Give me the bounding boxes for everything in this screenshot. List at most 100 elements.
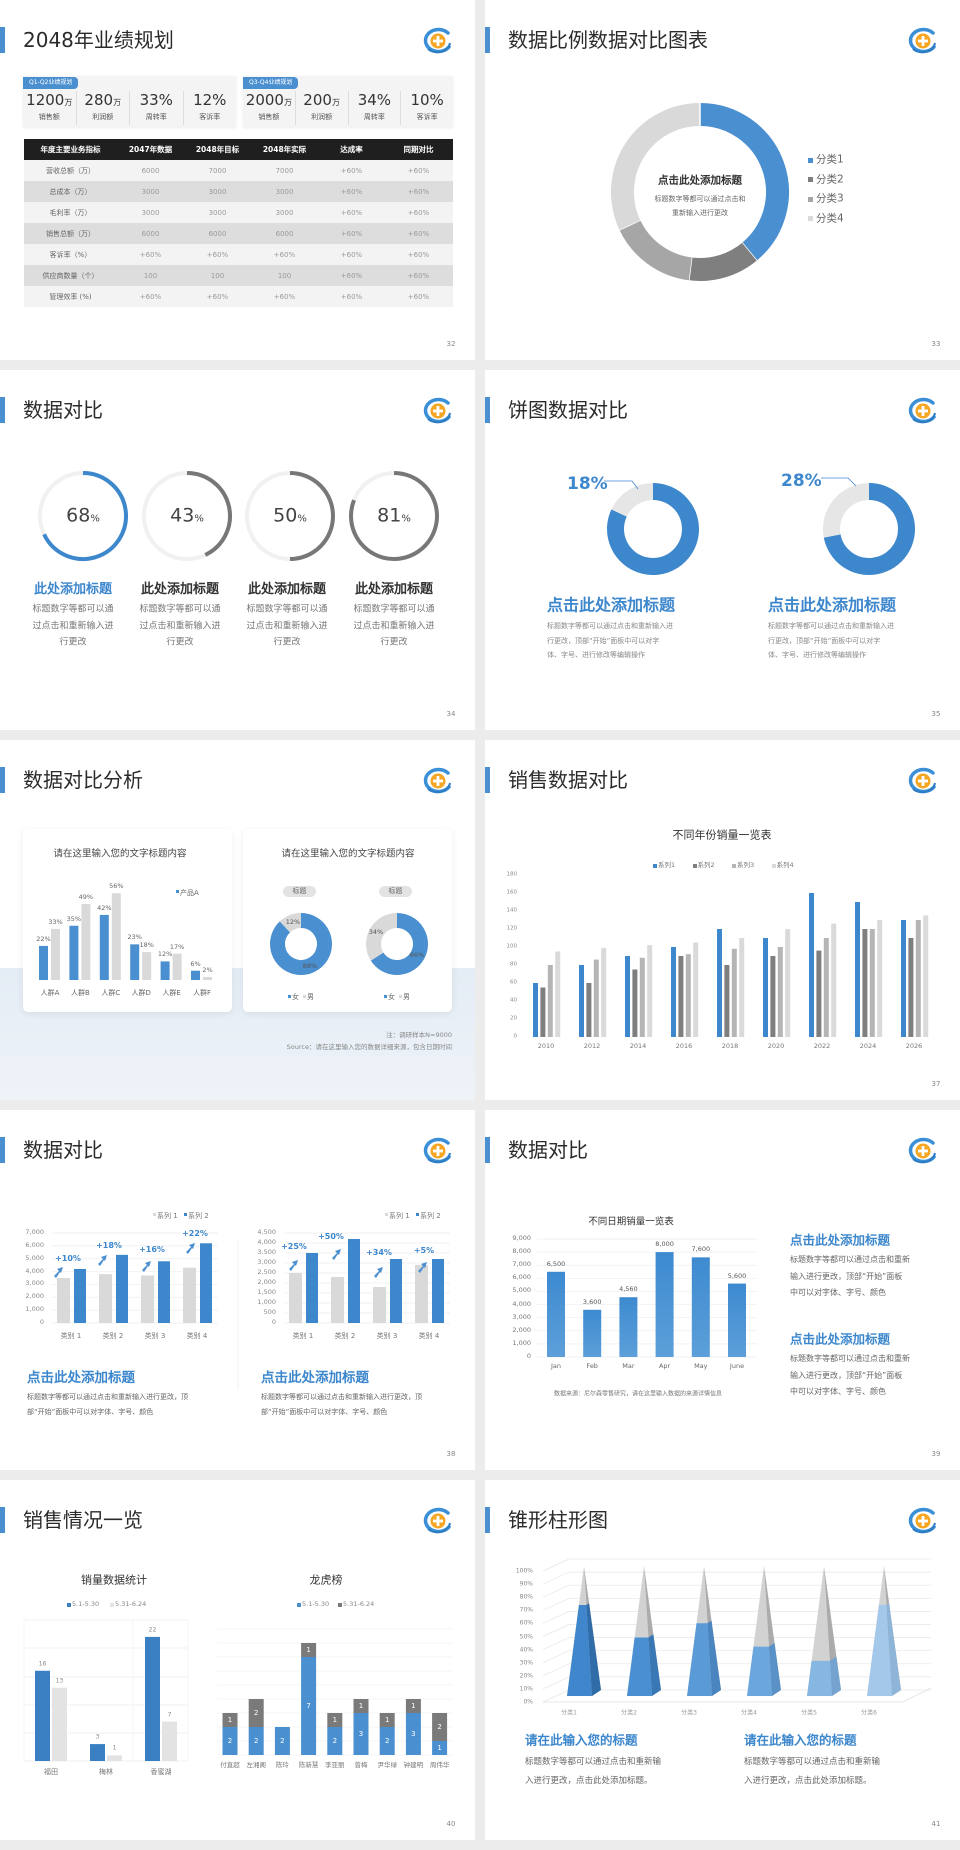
kpi-number: 2000 bbox=[245, 91, 284, 109]
bar bbox=[145, 1636, 160, 1761]
block-text: 部“开始”面板中可以对字体、字号、颜色 bbox=[27, 1407, 154, 1416]
title-accent-bar bbox=[0, 1507, 5, 1533]
legend-swatch bbox=[732, 864, 736, 868]
chart-canvas bbox=[38, 471, 439, 561]
block-text: 标题数字等都可以通过点击和重新输 bbox=[744, 1756, 881, 1767]
block-text: 入进行更改，点击此处添加标题。 bbox=[525, 1775, 653, 1786]
table-row: 毛利率（万） 3000 3000 3000 +60% +60% bbox=[24, 202, 453, 223]
y-tick-label: 0 bbox=[39, 1318, 44, 1327]
bar bbox=[162, 1721, 177, 1761]
legend-label: 系列1 bbox=[658, 861, 676, 870]
bar bbox=[432, 1259, 444, 1323]
bar bbox=[331, 1277, 344, 1323]
slide-41[interactable]: 锥形柱形图 41 0% 10% 20% 30% 40% 50% 60% 70% 80% 90% 100%… bbox=[485, 1480, 960, 1840]
chart-canvas bbox=[611, 102, 789, 281]
x-tick-label: 分类3 bbox=[681, 1709, 697, 1717]
kpi-item: 34% 周转率 bbox=[347, 91, 401, 125]
logo-icon bbox=[422, 397, 454, 425]
block-text: 标题数字等都可以通过点击和重新 bbox=[790, 1255, 910, 1265]
slice-label: 88% bbox=[302, 962, 318, 971]
growth-label: +25% bbox=[281, 1242, 307, 1252]
item-text: 行更改，顶部“开始”面板中可以对字 bbox=[768, 636, 881, 645]
table-cell: 3000 bbox=[208, 208, 227, 217]
slide-33[interactable]: 数据比例数据对比图表 33 点击此处添加标题 标题数字等都可以通过点击和 重新输入进行更… bbox=[485, 0, 960, 360]
bar-value-label: 18% bbox=[139, 941, 154, 950]
progress-unit: % bbox=[194, 513, 204, 525]
kpi-item: 33% 周转率 bbox=[129, 91, 183, 125]
donut-highlight-segment bbox=[823, 483, 870, 538]
table-cell: +60% bbox=[340, 250, 363, 259]
x-tick-label: 2012 bbox=[583, 1042, 601, 1051]
table-cell: +60% bbox=[206, 250, 229, 259]
bar bbox=[619, 1297, 638, 1357]
y-tick-label: 10% bbox=[519, 1685, 533, 1693]
cone-fill-front bbox=[567, 1605, 592, 1696]
slide-title: 数据比例数据对比图表 bbox=[508, 28, 708, 52]
segment-label: 3 bbox=[411, 1729, 416, 1738]
bar bbox=[99, 914, 109, 980]
slide-36[interactable]: 数据对比分析36请在这里输入您的文字标题内容产品A22%33%人群A35%49%… bbox=[0, 740, 475, 1100]
legend-label: 产品A bbox=[180, 888, 199, 897]
bar bbox=[142, 952, 152, 980]
bar bbox=[74, 1269, 86, 1323]
table-row: 销售总额（万） 6000 6000 6000 +60% +60% bbox=[24, 223, 453, 244]
slide-35[interactable]: 饼图数据对比 35 18% 点击此处添加标题 标题数字等都可以通过点击和重新输入进 行更改… bbox=[485, 370, 960, 730]
y-tick-label: 4,500 bbox=[257, 1228, 276, 1237]
bar-value-label: 2% bbox=[202, 965, 213, 974]
page-number: 38 bbox=[446, 1449, 456, 1458]
page-number: 41 bbox=[931, 1819, 941, 1828]
progress-ring-fill bbox=[42, 471, 128, 561]
title-accent-bar bbox=[0, 397, 5, 423]
y-tick-label: 140 bbox=[506, 907, 518, 914]
block-heading: 点击此处添加标题 bbox=[790, 1232, 891, 1248]
table-cell: 总成本（万） bbox=[49, 187, 92, 196]
slide-39[interactable]: 数据对比 39 不同日期销量一览表 0 1,000 2,000 3,000 4,000 5,00… bbox=[485, 1110, 960, 1470]
slide-38[interactable]: 数据对比 38 系列 1 系列 2 0 1,000 2,000 3,000 4,000 5,000… bbox=[0, 1110, 475, 1470]
table-row: 总成本（万） 3000 3000 3000 +60% +60% bbox=[24, 181, 453, 202]
cone-fill-front bbox=[807, 1660, 832, 1696]
item-text: 标题数字等都可以通 bbox=[246, 604, 328, 615]
logo-icon bbox=[907, 1507, 939, 1535]
table-cell: +60% bbox=[407, 292, 430, 301]
table-cell: +60% bbox=[139, 250, 162, 259]
cone-fill-side bbox=[768, 1642, 781, 1696]
chart-canvas bbox=[23, 1619, 452, 1762]
y-tick-label: 3,500 bbox=[257, 1248, 276, 1257]
cone-fill-front bbox=[867, 1605, 892, 1696]
item-heading: 点击此处添加标题 bbox=[547, 595, 676, 615]
gridline bbox=[542, 1611, 931, 1624]
legend-label: 分类2 bbox=[816, 173, 844, 186]
block-heading: 请在此输入您的标题 bbox=[744, 1732, 857, 1748]
kpi-value: 280万 bbox=[77, 91, 130, 112]
bar bbox=[647, 945, 653, 1037]
bar bbox=[632, 969, 638, 1037]
slide-37[interactable]: 销售数据对比 37 不同年份销量一览表 系列1 系列2 系列3 系列4 0 20 40 60 80 10… bbox=[485, 740, 960, 1100]
kpi-number: 34% bbox=[357, 91, 392, 109]
bar-value-label: 3 bbox=[95, 1733, 100, 1741]
item-heading: 此处添加标题 bbox=[354, 582, 434, 598]
legend-label: 女 bbox=[292, 992, 299, 1001]
y-tick-label: 60% bbox=[519, 1619, 533, 1627]
kpi-unit: 万 bbox=[113, 98, 122, 107]
slide-40[interactable]: 销售情况一览 40 销量数据统计 5.1-5.30 5.31-6.24 16 13 福田 3 1 梅… bbox=[0, 1480, 475, 1840]
table-cell: 100 bbox=[143, 271, 158, 280]
x-tick-label: 尹华绿 bbox=[377, 1761, 397, 1770]
slide-34[interactable]: 数据对比 34 68% 此处添加标题 标题数字等都可以通 过点击和重新输入进 行更改 43% 此… bbox=[0, 370, 475, 730]
legend-label: 男 bbox=[307, 992, 314, 1001]
stacked-bar-segment bbox=[353, 1713, 369, 1755]
bar-value-label: 6,500 bbox=[546, 1259, 566, 1268]
x-tick-label: 2010 bbox=[537, 1042, 555, 1051]
x-tick-label: 类别 3 bbox=[376, 1331, 398, 1340]
segment-label: 1 bbox=[411, 1701, 416, 1710]
slice-label: 12% bbox=[285, 918, 301, 927]
item-text: 行更改，顶部“开始”面板中可以对字 bbox=[547, 636, 660, 645]
cone-fill-front bbox=[627, 1637, 652, 1696]
bar-value-label: 8,000 bbox=[655, 1240, 674, 1249]
kpi-item: 200万 利润额 bbox=[294, 91, 348, 125]
slide-32[interactable]: 2048年业绩规划 32 Q1-Q2业绩规划 1200万 销售额 280万 利润额 33% 周转… bbox=[0, 0, 475, 360]
table-cell: 6000 bbox=[141, 229, 160, 238]
y-tick-label: 50% bbox=[519, 1632, 533, 1640]
tag-pill: 标题 bbox=[379, 886, 412, 897]
table-header-cell: 达成率 bbox=[340, 145, 363, 154]
bar bbox=[728, 1283, 746, 1357]
